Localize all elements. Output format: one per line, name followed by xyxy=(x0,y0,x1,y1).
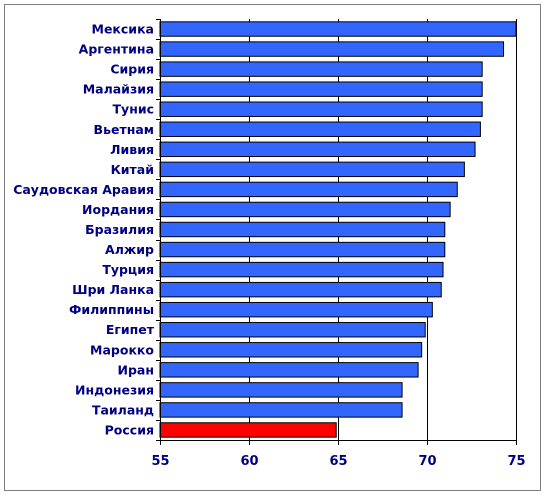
x-tick-label-70: 70 xyxy=(418,454,436,469)
bar-17 xyxy=(159,342,423,358)
bar-13 xyxy=(159,261,444,278)
bar-10 xyxy=(159,201,451,218)
category-label-18: Иран xyxy=(118,362,154,377)
category-label-11: Бразилия xyxy=(85,222,154,237)
tick-labels: 55 60 65 70 75 xyxy=(151,454,525,469)
category-label-13: Турция xyxy=(102,262,154,277)
category-label-16: Египет xyxy=(106,322,155,337)
category-label-17: Марокко xyxy=(90,342,154,357)
bar-11 xyxy=(159,221,446,238)
bar-21 xyxy=(159,422,337,438)
bar-12 xyxy=(159,241,446,258)
category-labels: Мексика Аргентина Сирия Малайзия Тунис Вьетна… xyxy=(13,22,155,438)
bar-19 xyxy=(159,382,403,398)
category-label-10: Иордания xyxy=(82,202,154,217)
bar-3 xyxy=(159,61,483,77)
bar-6 xyxy=(159,121,481,137)
category-label-20: Таиланд xyxy=(92,402,154,417)
bar-20 xyxy=(159,402,403,418)
bar-18 xyxy=(159,362,419,378)
bars xyxy=(159,21,517,438)
bar-15 xyxy=(159,301,433,318)
category-label-2: Аргентина xyxy=(79,42,154,57)
category-label-3: Сирия xyxy=(110,62,154,77)
bar-1 xyxy=(159,21,517,37)
category-label-7: Ливия xyxy=(110,142,154,157)
x-tick-label-65: 65 xyxy=(329,454,347,469)
category-label-21: Россия xyxy=(105,422,154,437)
category-label-9: Саудовская Аравия xyxy=(13,182,154,197)
category-label-1: Мексика xyxy=(92,22,155,37)
category-label-6: Вьетнам xyxy=(94,122,154,137)
category-label-15: Филиппины xyxy=(69,302,154,317)
axes xyxy=(156,19,517,445)
x-tick-label-75: 75 xyxy=(507,454,525,469)
category-label-4: Малайзия xyxy=(83,82,154,97)
category-label-8: Китай xyxy=(111,162,154,177)
category-label-19: Индонезия xyxy=(75,382,154,397)
bar-14 xyxy=(159,281,442,298)
bar-5 xyxy=(159,101,483,117)
bar-7 xyxy=(159,141,476,158)
bar-9 xyxy=(159,181,458,198)
category-label-12: Алжир xyxy=(105,242,154,257)
bar-2 xyxy=(159,41,505,57)
category-label-14: Шри Ланка xyxy=(72,282,154,297)
bar-16 xyxy=(159,322,426,338)
bar-4 xyxy=(159,81,483,97)
bar-8 xyxy=(159,161,465,178)
category-label-5: Тунис xyxy=(113,102,154,117)
x-tick-label-55: 55 xyxy=(151,454,169,469)
x-tick-label-60: 60 xyxy=(240,454,258,469)
